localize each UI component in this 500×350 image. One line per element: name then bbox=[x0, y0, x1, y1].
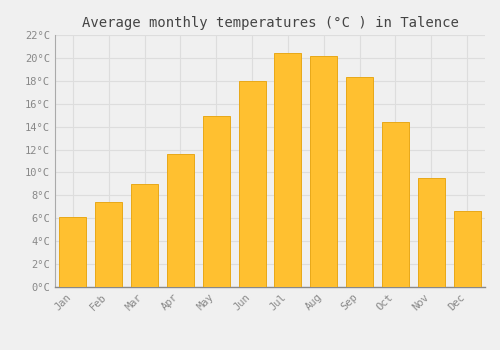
Bar bbox=[60, 217, 86, 287]
Bar bbox=[238, 81, 266, 287]
Bar bbox=[418, 178, 444, 287]
Bar bbox=[346, 77, 373, 287]
Title: Average monthly temperatures (°C ) in Talence: Average monthly temperatures (°C ) in Ta… bbox=[82, 16, 458, 30]
Bar bbox=[382, 122, 409, 287]
Bar bbox=[310, 56, 337, 287]
Bar bbox=[203, 116, 230, 287]
Bar bbox=[131, 184, 158, 287]
Bar bbox=[274, 53, 301, 287]
Bar bbox=[454, 211, 480, 287]
Bar bbox=[96, 202, 122, 287]
Bar bbox=[167, 154, 194, 287]
